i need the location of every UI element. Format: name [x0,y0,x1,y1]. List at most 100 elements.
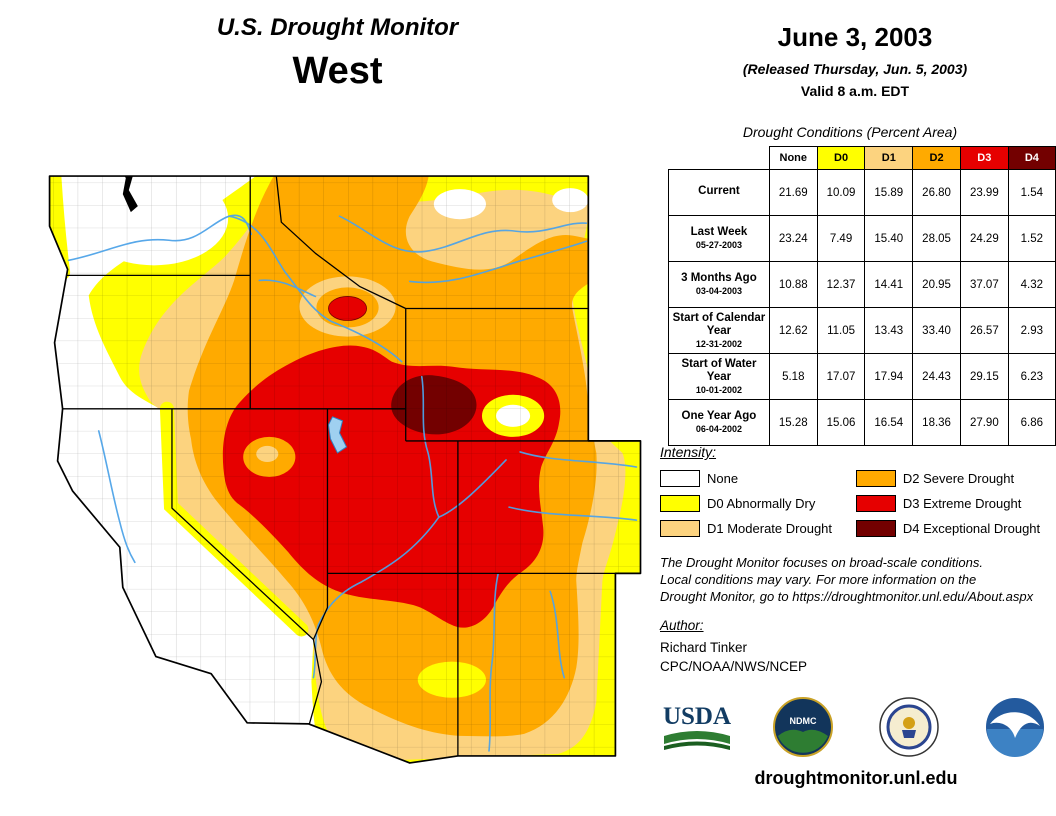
value-cell: 11.05 [816,307,866,354]
legend-item-none: None [660,466,844,491]
legend-label: D2 Severe Drought [902,471,1015,486]
row-label-text: Start of Calendar Year [672,311,766,337]
row-label: Start of Water Year 10-01-2002 [668,353,770,400]
region-title: West [292,50,383,92]
date-block: June 3, 2003 (Released Thursday, Jun. 5,… [660,22,1050,99]
disclaimer-line: Local conditions may vary. For more info… [660,572,977,587]
value-cell: 20.95 [912,261,961,308]
value-cell: 10.88 [768,261,818,308]
value-cell: 37.07 [959,261,1009,308]
legend-item-d4: D4 Exceptional Drought [855,516,1052,541]
value-cell: 15.06 [816,399,866,446]
site-url: droughtmonitor.unl.edu [754,768,958,788]
value-cell: 29.15 [959,353,1009,400]
table-row: Current 21.69 10.09 15.89 26.80 23.99 1.… [668,169,1056,216]
value-cell: 17.94 [864,353,914,400]
value-cell: 15.89 [864,169,914,216]
legend-label: None [707,471,739,486]
value-cell: 26.80 [912,169,961,216]
legend-item-d3: D3 Extreme Drought [855,491,1052,516]
intensity-legend: Intensity: None D0 Abnormally Dry D1 Mod… [660,444,1052,541]
legend-label: D3 Extreme Drought [902,496,1022,511]
disclaimer-line: Drought Monitor, go to https://droughtmo… [660,589,1034,604]
legend-label: D0 Abnormally Dry [707,496,816,511]
value-cell: 1.52 [1007,215,1056,262]
column-header-d0: D0 [816,146,866,170]
value-cell: 24.43 [912,353,961,400]
value-cell: 10.09 [816,169,866,216]
value-cell: 2.93 [1007,307,1056,354]
disclaimer: The Drought Monitor focuses on broad-sca… [660,554,1052,605]
puget-sound [118,176,138,213]
disclaimer-line: The Drought Monitor focuses on broad-sca… [660,555,984,570]
value-cell: 23.24 [768,215,818,262]
row-label: Last Week 05-27-2003 [668,215,770,262]
value-cell: 21.69 [768,169,818,216]
drought-map [28,160,646,774]
table-caption: Drought Conditions (Percent Area) [742,124,958,140]
state-borders [62,175,641,756]
author-block: Author: Richard Tinker CPC/NOAA/NWS/NCEP [660,616,1052,676]
row-label-date: 12-31-2002 [695,339,742,350]
row-label-text: Last Week [690,226,748,239]
value-cell: 1.54 [1007,169,1056,216]
page-title: U.S. Drought Monitor [216,14,459,41]
column-header-d3: D3 [959,146,1009,170]
value-cell: 15.40 [864,215,914,262]
noaa-logo [978,694,1052,760]
row-label: One Year Ago 06-04-2002 [668,399,770,446]
value-cell: 5.18 [768,353,818,400]
value-cell: 24.29 [959,215,1009,262]
legend-title: Intensity: [660,444,717,460]
table-row: Last Week 05-27-2003 23.24 7.49 15.40 28… [668,215,1056,262]
value-cell: 12.37 [816,261,866,308]
map-header: U.S. Drought Monitor West [30,14,645,93]
value-cell: 6.23 [1007,353,1056,400]
valid-time: Valid 8 a.m. EDT [800,83,910,99]
row-label-date: 10-01-2002 [695,385,742,396]
value-cell: 14.41 [864,261,914,308]
value-cell: 4.32 [1007,261,1056,308]
legend-label: D1 Moderate Drought [707,521,833,536]
column-header-d2: D2 [912,146,961,170]
table-row: 3 Months Ago 03-04-2003 10.88 12.37 14.4… [668,261,1056,308]
value-cell: 6.86 [1007,399,1056,446]
report-date: June 3, 2003 [777,22,933,52]
row-label-text: One Year Ago [681,410,757,423]
drought-map-svg [48,175,642,764]
table-header-row: None D0 D1 D2 D3 D4 [668,146,1056,170]
value-cell: 16.54 [864,399,914,446]
value-cell: 17.07 [816,353,866,400]
table-row: Start of Calendar Year 12-31-2002 12.62 … [668,307,1056,354]
author-title: Author: [660,618,704,633]
row-label-date: 03-04-2003 [695,286,742,297]
legend-item-d1: D1 Moderate Drought [660,516,844,541]
great-salt-lake [327,416,348,454]
row-label: 3 Months Ago 03-04-2003 [668,261,770,308]
corner-cell [668,146,770,170]
commerce-seal [872,694,946,760]
row-label-text: Current [698,185,740,198]
region-outline [48,175,642,764]
d1-swatch [660,520,700,537]
released-date: (Released Thursday, Jun. 5, 2003) [742,61,968,77]
row-label-date: 06-04-2002 [695,424,742,435]
column-header-none: None [768,146,818,170]
usda-logo: USDA [660,694,734,760]
legend-label: D4 Exceptional Drought [902,521,1041,536]
legend-item-d0: D0 Abnormally Dry [660,491,844,516]
legend-item-d2: D2 Severe Drought [855,466,1052,491]
usda-logo-text: USDA [663,703,731,730]
row-label-text: 3 Months Ago [681,272,757,285]
drought-table: None D0 D1 D2 D3 D4 Current 21.69 10.09 … [668,146,1056,446]
column-header-d4: D4 [1007,146,1056,170]
row-label-text: Start of Water Year [681,357,757,383]
none-swatch [660,470,700,487]
table-row: Start of Water Year 10-01-2002 5.18 17.0… [668,353,1056,400]
d0-swatch [660,495,700,512]
column-header-d1: D1 [864,146,914,170]
value-cell: 26.57 [959,307,1009,354]
d4-swatch [855,520,896,537]
value-cell: 18.36 [912,399,961,446]
author-name: Richard Tinker [660,640,748,655]
